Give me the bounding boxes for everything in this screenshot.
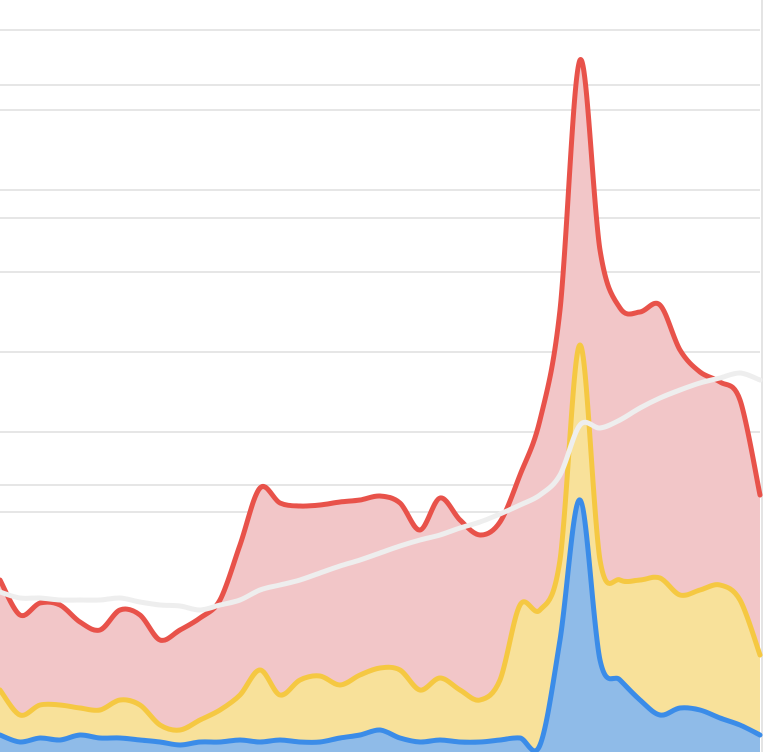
series-line [0, 370, 763, 613]
series-line [0, 57, 763, 643]
series-line [0, 497, 763, 752]
series-line [0, 342, 763, 733]
